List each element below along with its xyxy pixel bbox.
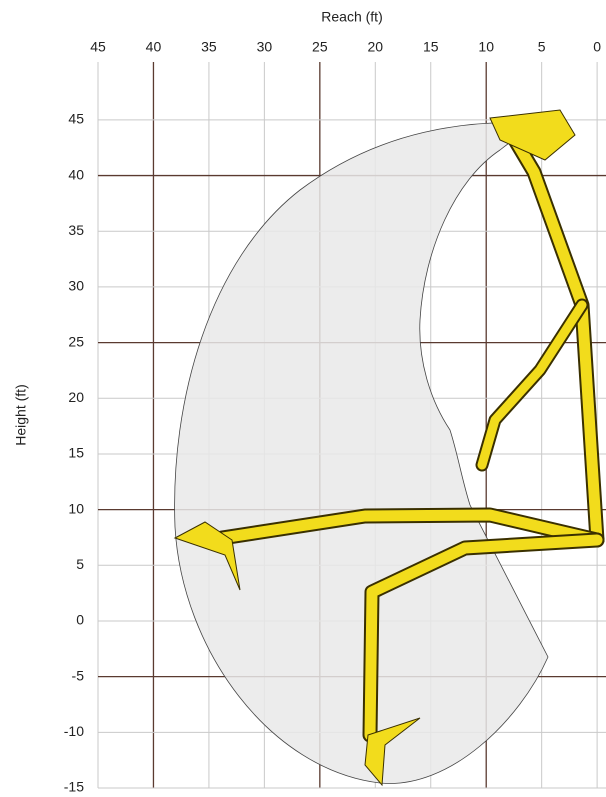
- y-axis-label: Height (ft): [13, 384, 29, 445]
- x-tick-label: 5: [538, 39, 546, 55]
- y-tick-label: -15: [64, 779, 84, 795]
- bucket: [364, 717, 421, 787]
- bucket: [173, 521, 241, 591]
- arm-mid-fill: [477, 300, 587, 470]
- x-tick-label: 0: [593, 39, 601, 55]
- x-tick-label: 30: [257, 39, 273, 55]
- y-tick-label: 40: [68, 166, 84, 182]
- boom-horizontal-fill: [216, 509, 603, 546]
- y-tick-label: 25: [68, 333, 84, 349]
- x-tick-label: 35: [201, 39, 217, 55]
- x-tick-label: 45: [90, 39, 106, 55]
- working-envelope: [174, 122, 549, 784]
- boom-up-fill: [509, 134, 603, 546]
- x-tick-label: 10: [478, 39, 494, 55]
- bucket: [489, 109, 576, 161]
- y-tick-label: -5: [72, 667, 85, 683]
- x-axis-label: Reach (ft): [321, 9, 382, 25]
- y-tick-label: 15: [68, 445, 84, 461]
- y-tick-label: 45: [68, 111, 84, 127]
- boom-down-fill: [364, 534, 603, 741]
- y-tick-label: -10: [64, 723, 84, 739]
- y-tick-label: 35: [68, 222, 84, 238]
- excavator-poses: [173, 109, 605, 787]
- x-tick-label: 15: [423, 39, 439, 55]
- y-tick-label: 20: [68, 389, 84, 405]
- y-tick-label: 0: [76, 612, 84, 628]
- x-tick-label: 20: [368, 39, 384, 55]
- x-tick-label: 40: [146, 39, 162, 55]
- y-tick-label: 10: [68, 500, 84, 516]
- x-tick-label: 25: [312, 39, 328, 55]
- y-tick-label: 5: [76, 556, 84, 572]
- y-tick-label: 30: [68, 278, 84, 294]
